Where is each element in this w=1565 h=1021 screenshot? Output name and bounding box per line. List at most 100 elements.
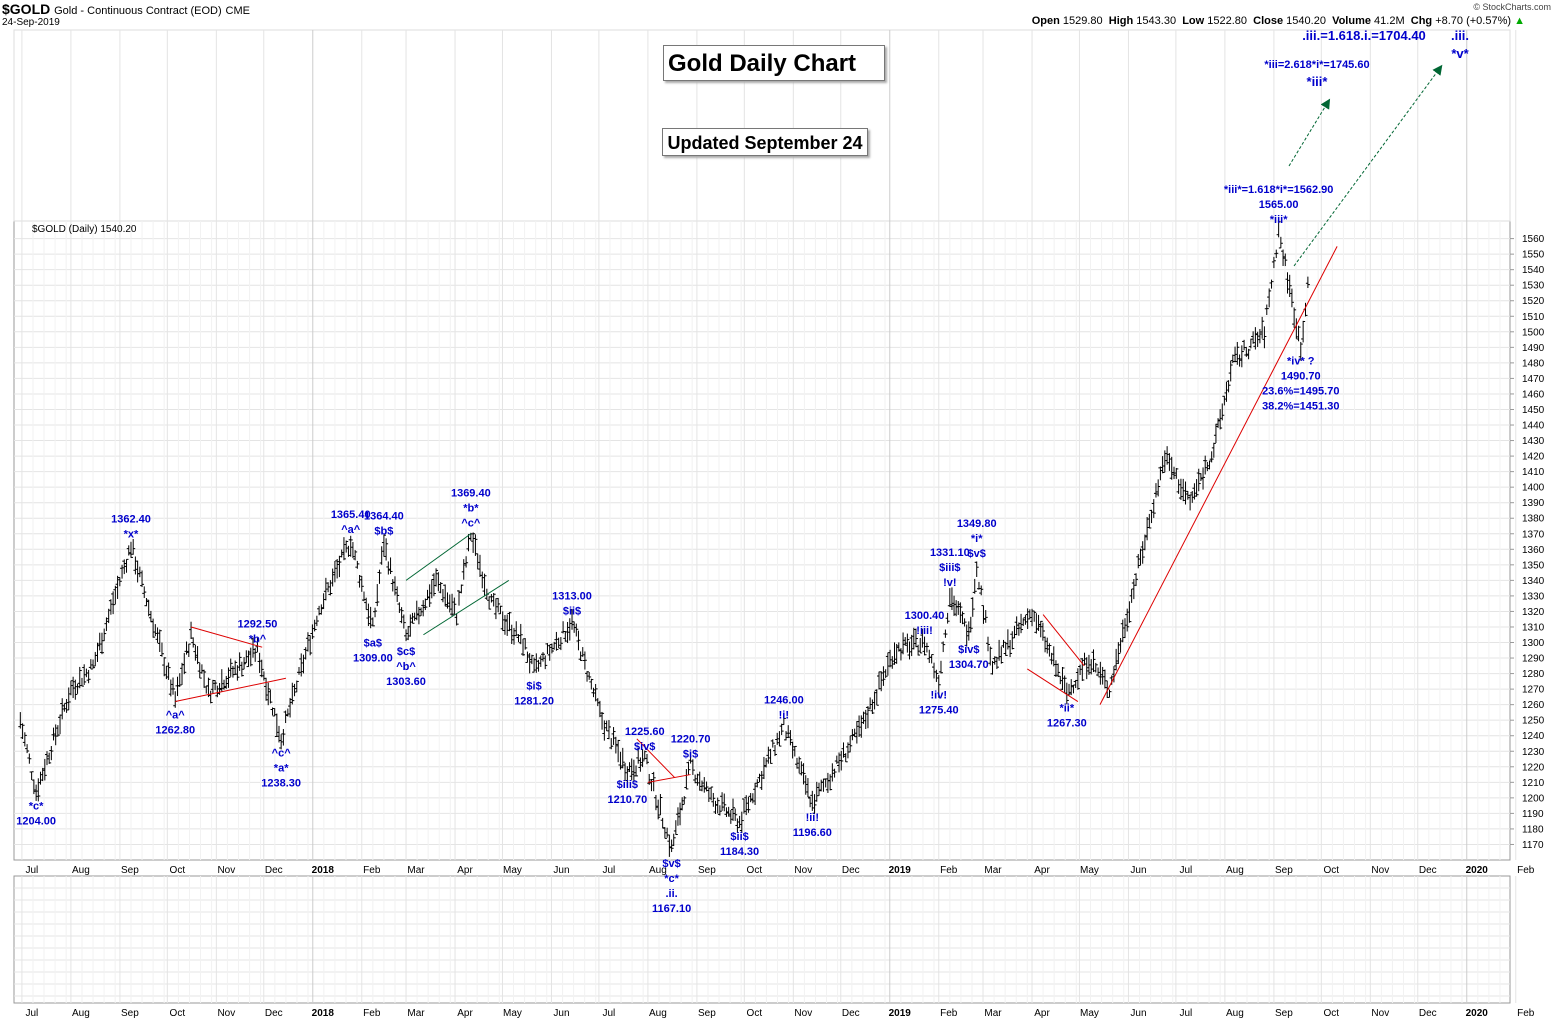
- chart-grid: $GOLD (Daily) 1540.20: [13, 29, 1517, 861]
- price-bar: [552, 641, 557, 650]
- price-bar: [821, 778, 826, 792]
- price-bar: [613, 736, 618, 754]
- price-bar: [1091, 649, 1096, 673]
- price-bar: [473, 534, 478, 556]
- price-bar: [1093, 662, 1098, 673]
- price-bar: [1181, 478, 1186, 502]
- price-bar: [323, 577, 328, 601]
- price-bar: [547, 644, 552, 661]
- price-bar: [541, 652, 546, 662]
- price-bar: [1116, 642, 1121, 665]
- y-tick-label: 1280: [1522, 669, 1545, 680]
- price-bar: [521, 638, 526, 656]
- wave-label: $v$ *c* .ii. 1167.10: [652, 858, 691, 915]
- price-bar: [1136, 554, 1141, 569]
- wave-label: $c$ ^b^ 1303.60: [386, 646, 426, 688]
- price-bar: [471, 532, 476, 553]
- price-bar: [173, 691, 178, 708]
- price-bar: [279, 734, 284, 750]
- y-tick-label: 1530: [1522, 281, 1545, 292]
- wave-label: !ii! 1196.60: [793, 812, 832, 839]
- x-tick-label: Nov: [217, 1008, 235, 1019]
- price-bar: [582, 651, 587, 670]
- price-bar: [580, 647, 585, 657]
- price-bar: [445, 592, 450, 609]
- x-tick-label: Feb: [363, 1008, 381, 1019]
- price-bar: [640, 749, 645, 768]
- price-bar: [865, 706, 870, 729]
- price-bar: [162, 657, 167, 677]
- projection-label-line: *v*: [1451, 46, 1469, 61]
- wave-annotations: *c* 1204.00 1362.40 *x* ^a^ 1262.80 1292.50 *b^…: [16, 28, 1469, 915]
- lower-panel-grid: [13, 875, 1517, 1004]
- price-bar: [799, 761, 804, 776]
- price-bar: [148, 610, 153, 623]
- high-value: 1543.30: [1136, 15, 1177, 27]
- price-bar: [981, 605, 986, 624]
- price-bar: [1162, 450, 1167, 473]
- price-bar: [487, 596, 492, 610]
- x-tick-label: Mar: [407, 865, 425, 876]
- price-bar: [40, 767, 45, 782]
- price-bar: [314, 615, 319, 627]
- y-tick-label: 1300: [1522, 638, 1545, 649]
- price-bar: [803, 775, 808, 795]
- price-bar: [554, 631, 559, 651]
- price-bar: [1228, 360, 1233, 382]
- price-bar: [480, 571, 485, 589]
- price-bar: [461, 559, 466, 580]
- wave-label-line: 1220.70: [671, 734, 711, 746]
- price-bar: [1203, 455, 1208, 475]
- price-bar: [64, 698, 69, 713]
- price-bar: [321, 593, 326, 609]
- price-bar: [874, 689, 879, 706]
- price-bar: [443, 584, 448, 607]
- price-bar: [1209, 451, 1214, 463]
- price-bar: [947, 588, 952, 607]
- symbol-name: Gold - Continuous Contract (EOD): [54, 5, 222, 17]
- price-bar: [20, 723, 25, 740]
- price-bar: [431, 573, 436, 597]
- price-bar: [733, 808, 738, 821]
- x-tick-label: May: [503, 1008, 522, 1019]
- price-bar: [197, 662, 202, 679]
- price-bar: [611, 727, 616, 745]
- price-bar: [93, 651, 98, 667]
- price-bar: [268, 689, 273, 704]
- price-bar: [927, 649, 932, 663]
- price-bar: [159, 642, 164, 657]
- price-bar: [1019, 613, 1024, 634]
- x-tick-label: Apr: [1034, 865, 1050, 876]
- wave-label: 1331.10 $iii$ !v!: [930, 547, 970, 589]
- price-bar: [509, 624, 514, 645]
- price-bar: [266, 682, 271, 706]
- wave-label-line: 1292.50: [238, 618, 278, 630]
- price-bar: [713, 800, 718, 814]
- price-bar: [1067, 683, 1072, 696]
- price-bar: [71, 676, 76, 699]
- price-bar: [744, 795, 749, 816]
- price-bar: [36, 778, 41, 802]
- trendline: [1042, 614, 1085, 667]
- price-bar: [224, 675, 229, 689]
- wave-label: 1369.40 *b* ^c^: [451, 488, 491, 530]
- price-bar: [662, 827, 667, 839]
- price-bar: [47, 752, 52, 764]
- price-bar: [1185, 490, 1190, 500]
- wave-label-line: 1362.40: [111, 514, 151, 526]
- price-bar: [454, 613, 459, 626]
- price-bar: [359, 576, 364, 592]
- price-bar: [1235, 341, 1240, 365]
- price-bar: [1305, 276, 1310, 288]
- price-bar: [135, 560, 140, 583]
- price-bar: [505, 614, 510, 636]
- price-bar: [877, 671, 882, 690]
- x-tick-label: Dec: [842, 1008, 860, 1019]
- price-bar: [883, 669, 888, 678]
- y-tick-label: 1340: [1522, 576, 1545, 587]
- price-bar: [600, 711, 605, 730]
- price-bar: [1082, 652, 1087, 666]
- update-box: Updated September 24: [662, 128, 868, 156]
- price-bar: [1125, 608, 1130, 632]
- price-bar: [1138, 548, 1143, 566]
